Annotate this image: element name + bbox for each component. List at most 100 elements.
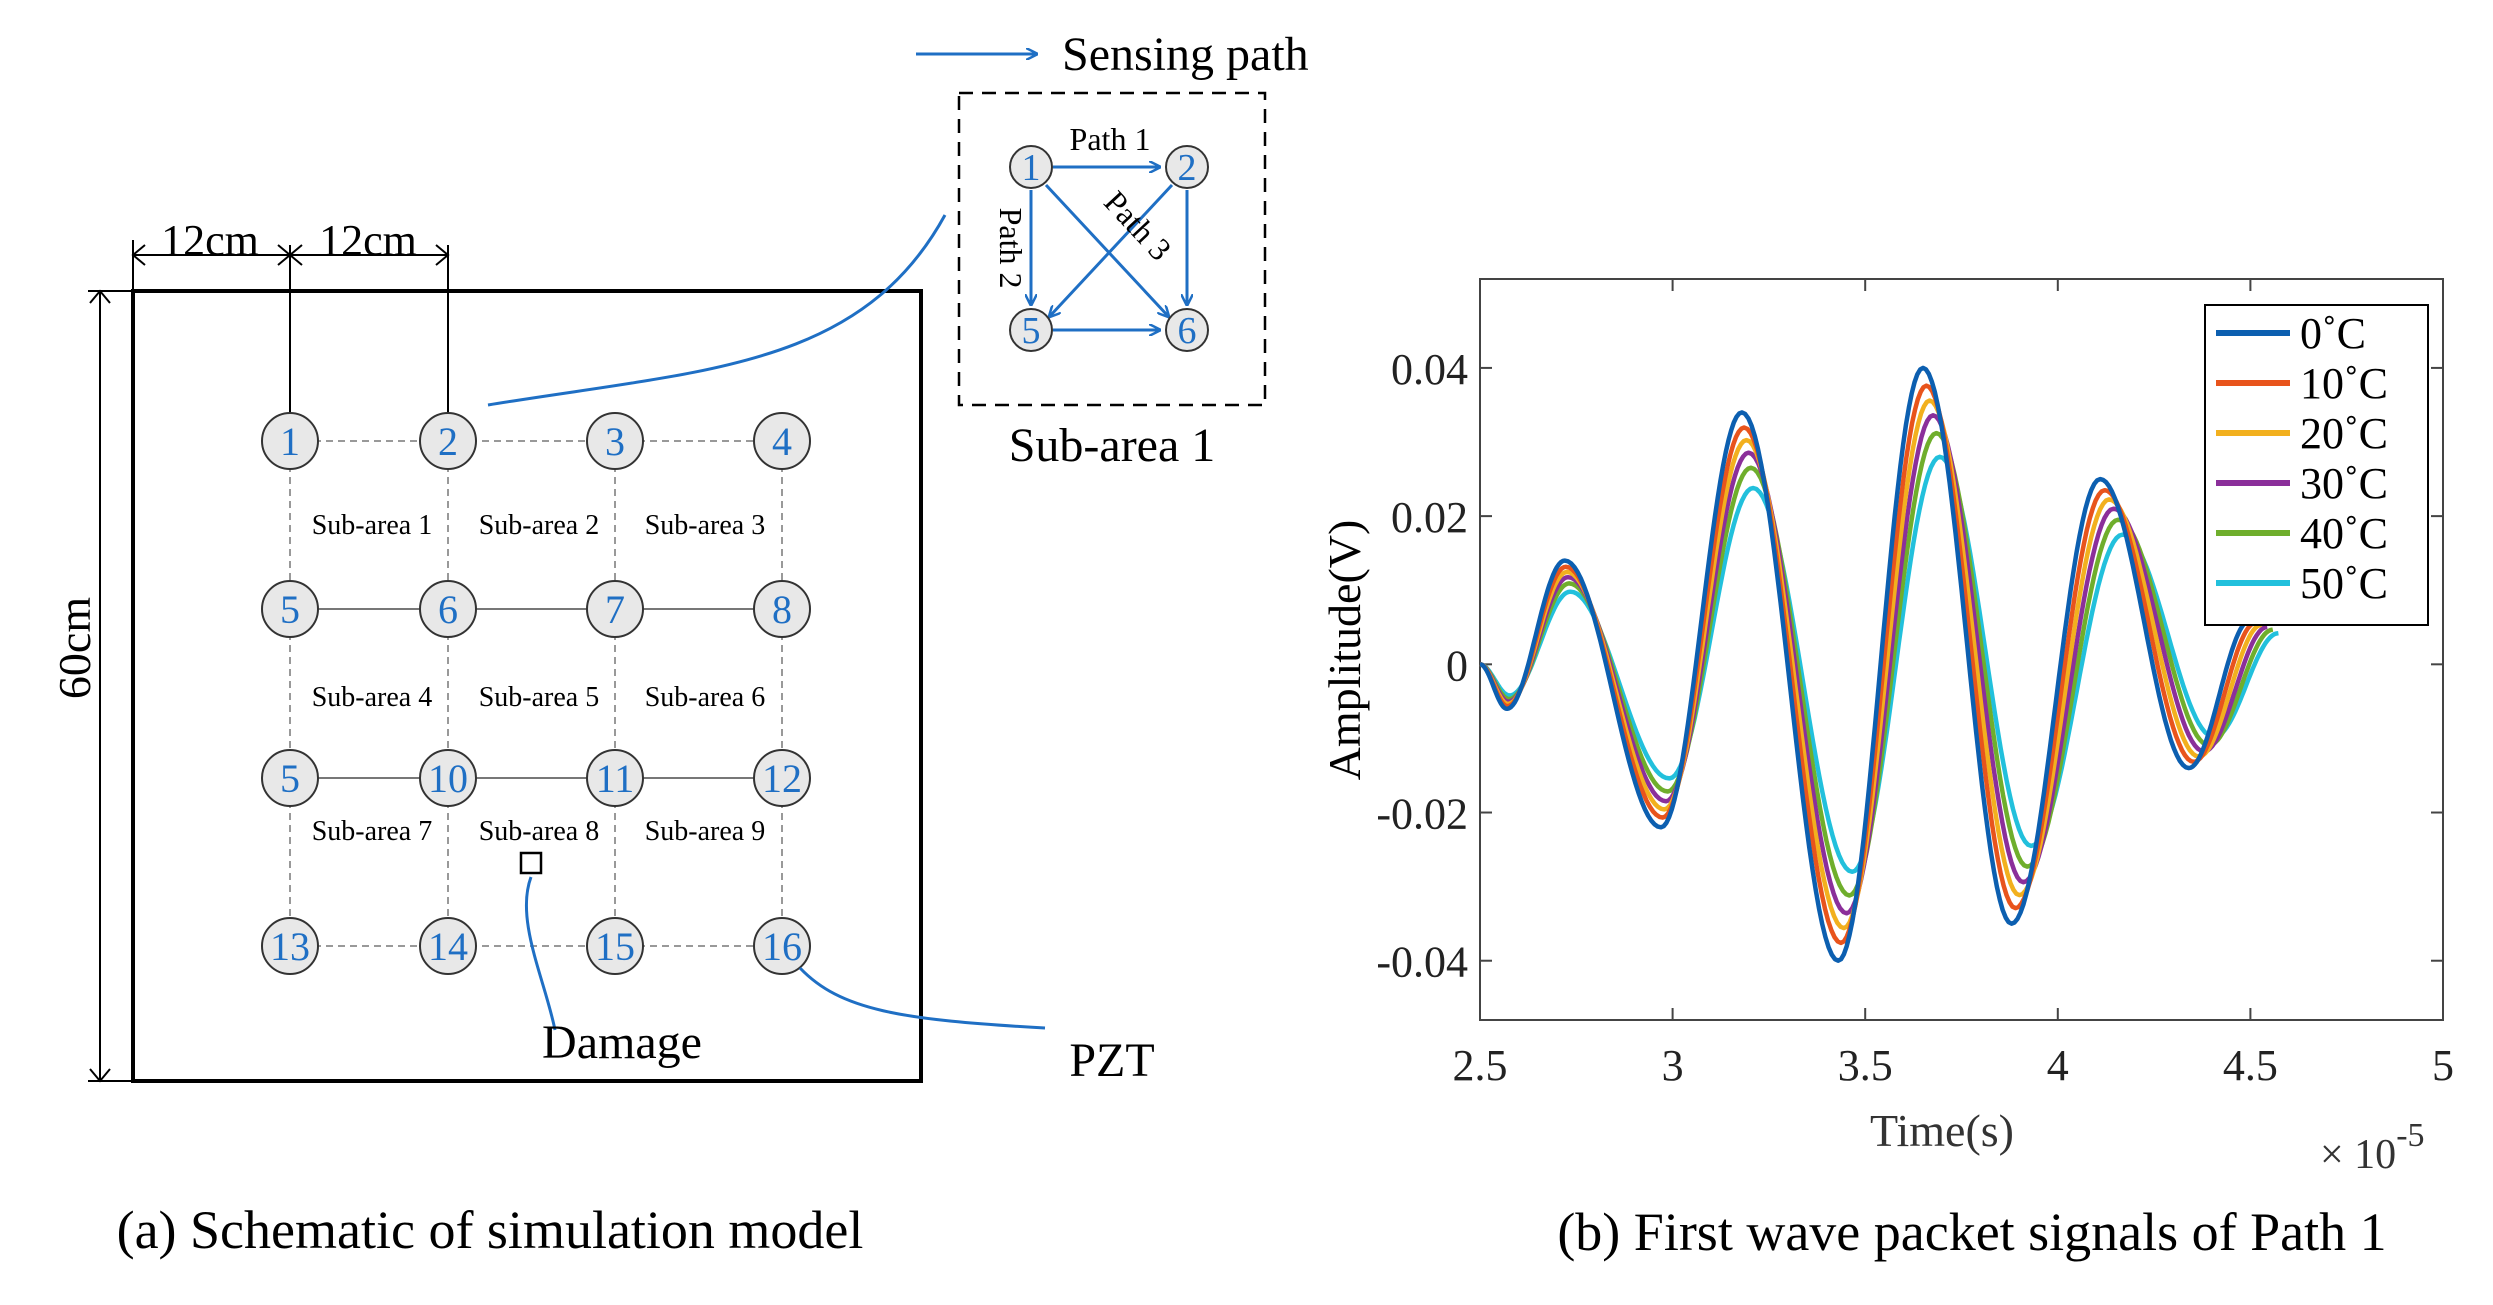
inset-node-label: 2 xyxy=(1178,147,1197,189)
pzt-node-14: 14 xyxy=(419,917,477,975)
pzt-node-7: 7 xyxy=(586,580,644,638)
subarea-label-2: Sub-area 2 xyxy=(479,510,600,541)
damage-leader-line xyxy=(524,876,557,1031)
pzt-node-5: 5 xyxy=(261,580,319,638)
series-line-20c xyxy=(1478,398,2262,931)
chart-plot-area xyxy=(1479,278,2444,1021)
subarea-label-9: Sub-area 9 xyxy=(645,816,766,847)
inset-node-label: 1 xyxy=(1022,147,1041,189)
dim-arrow-bottom xyxy=(89,1068,111,1083)
series-line-30c xyxy=(1478,413,2268,916)
path-3-arrow xyxy=(1044,183,1168,316)
inset: Sensing path 1 2 5 6 Path 1 Path 2 Path … xyxy=(916,28,1309,472)
pzt-node-label: 16 xyxy=(762,924,802,969)
inset-leader-line xyxy=(487,214,947,407)
pzt-node-label: 13 xyxy=(270,924,310,969)
subarea-label-3: Sub-area 3 xyxy=(645,510,766,541)
pzt-node-label: 12 xyxy=(762,756,802,801)
pzt-node-label: 2 xyxy=(438,419,458,464)
subarea-labels: Sub-area 1 Sub-area 2 Sub-area 3 Sub-are… xyxy=(312,510,766,847)
chart-x-multiplier-base: × 10 xyxy=(2320,1132,2396,1178)
legend-label: 10˚C xyxy=(2300,359,2388,408)
x-tick-label: 5 xyxy=(2432,1041,2454,1090)
series-line-0c xyxy=(1478,365,2251,963)
chart-ticks: 2.5 3 3.5 4 4.5 5 0.04 0.02 0 -0.02 -0.04 xyxy=(1376,279,2454,1090)
subarea-label-7: Sub-area 7 xyxy=(312,816,433,847)
chart: 2.5 3 3.5 4 4.5 5 0.04 0.02 0 -0.02 -0.04 Amplitud… xyxy=(1319,278,2454,1262)
sensor-grid-lines xyxy=(289,440,783,947)
subarea-label-6: Sub-area 6 xyxy=(645,682,766,713)
dim-label-12cm-1: 12cm xyxy=(161,216,259,265)
pzt-node-label: 6 xyxy=(438,587,458,632)
pzt-node-4: 4 xyxy=(753,412,811,470)
pzt-node-2: 2 xyxy=(419,412,477,470)
dim-label-60cm: 60cm xyxy=(49,597,100,699)
legend-label: 40˚C xyxy=(2300,509,2388,558)
pzt-node-label: 4 xyxy=(772,419,792,464)
x-tick-label: 2.5 xyxy=(1453,1041,1508,1090)
y-tick-label: 0.04 xyxy=(1391,345,1468,394)
dim-arrow-a xyxy=(131,244,146,266)
inset-paths xyxy=(1031,167,1187,330)
inset-nodes: 1 2 5 6 xyxy=(1009,145,1209,352)
inset-node-label: 5 xyxy=(1022,310,1041,352)
pzt-node-label: 1 xyxy=(280,419,300,464)
schematic: 12cm 12cm 60cm 1 2 3 4 5 6 7 8 xyxy=(49,214,1155,1260)
pzt-node-label: 5 xyxy=(280,756,300,801)
x-tick-label: 4.5 xyxy=(2223,1041,2278,1090)
pzt-node-6: 6 xyxy=(419,580,477,638)
legend-entries: 0˚C10˚C20˚C30˚C40˚C50˚C xyxy=(2216,309,2388,608)
pzt-node-11: 11 xyxy=(586,749,644,807)
pzt-node-label: 11 xyxy=(596,756,635,801)
pzt-node-15: 15 xyxy=(586,917,644,975)
series-line-10c xyxy=(1478,383,2257,946)
pzt-node-1: 1 xyxy=(261,412,319,470)
subarea-label-8: Sub-area 8 xyxy=(479,816,600,847)
legend-label: 20˚C xyxy=(2300,409,2388,458)
pzt-node-13: 13 xyxy=(261,917,319,975)
dim-label-12cm-2: 12cm xyxy=(319,216,417,265)
legend-box xyxy=(2204,304,2429,626)
subarea-label-5: Sub-area 5 xyxy=(479,682,600,713)
y-tick-label: 0 xyxy=(1446,641,1468,690)
inset-node-1: 1 xyxy=(1009,145,1053,189)
pzt-leader-line xyxy=(798,966,1046,1030)
y-tick-label: -0.04 xyxy=(1376,938,1468,987)
inset-node-2: 2 xyxy=(1165,145,1209,189)
damage-marker xyxy=(519,851,543,875)
pzt-node-3: 3 xyxy=(586,412,644,470)
path-2-label: Path 2 xyxy=(993,208,1029,289)
chart-legend: 0˚C10˚C20˚C30˚C40˚C50˚C xyxy=(2204,304,2429,626)
inset-node-6: 6 xyxy=(1165,308,1209,352)
x-tick-label: 3.5 xyxy=(1838,1041,1893,1090)
chart-ylabel: Amplitude(V) xyxy=(1319,520,1370,781)
subarea-label-4: Sub-area 4 xyxy=(312,682,433,713)
dim-arrow-b xyxy=(277,244,303,266)
pzt-node-label: 8 xyxy=(772,587,792,632)
pzt-node-label: 5 xyxy=(280,587,300,632)
caption-b: (b) First wave packet signals of Path 1 xyxy=(1557,1202,2386,1262)
x-tick-label: 3 xyxy=(1662,1041,1684,1090)
pzt-node-8: 8 xyxy=(753,580,811,638)
pzt-node-label: 14 xyxy=(428,924,468,969)
pzt-nodes: 1 2 3 4 5 6 7 8 5 10 11 12 13 14 15 16 xyxy=(261,412,811,975)
damage-label: Damage xyxy=(542,1016,702,1069)
pzt-node-12: 12 xyxy=(753,749,811,807)
sensing-path-legend-label: Sensing path xyxy=(1062,28,1309,81)
pzt-node-10: 10 xyxy=(419,749,477,807)
chart-series xyxy=(1478,365,2279,963)
pzt-node-label: 15 xyxy=(595,924,635,969)
legend-label: 50˚C xyxy=(2300,559,2388,608)
path-2-5-arrow xyxy=(1050,183,1174,316)
path-1-label: Path 1 xyxy=(1070,121,1151,157)
subarea-label-1: Sub-area 1 xyxy=(312,510,433,541)
pzt-node-9: 5 xyxy=(261,749,319,807)
inset-frame xyxy=(957,91,1267,407)
chart-xlabel: Time(s) xyxy=(1870,1105,2014,1156)
pzt-node-16: 16 xyxy=(753,917,811,975)
pzt-label: PZT xyxy=(1069,1034,1154,1087)
dim-arrow-c xyxy=(435,244,450,266)
legend-label: 0˚C xyxy=(2300,309,2366,358)
pzt-node-label: 7 xyxy=(605,587,625,632)
